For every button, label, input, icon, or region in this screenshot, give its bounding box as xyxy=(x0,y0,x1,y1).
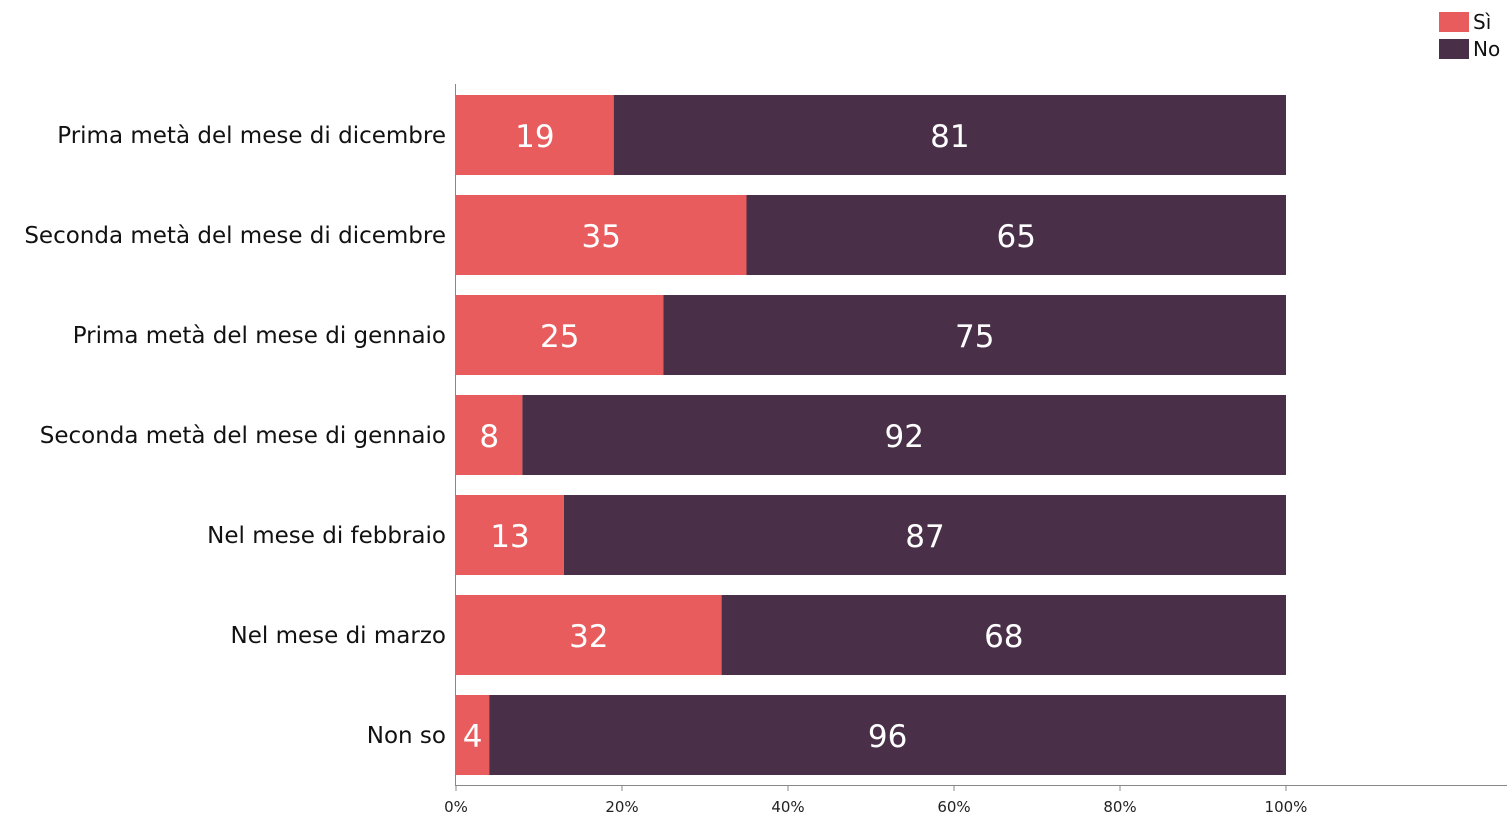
bar-value-label: 96 xyxy=(868,719,907,755)
axes-group xyxy=(455,84,1507,786)
bar-value-label: 35 xyxy=(582,219,621,255)
x-tick-label: 60% xyxy=(937,798,970,816)
bar-segment-si xyxy=(456,695,490,775)
legend: Sì No xyxy=(1439,10,1500,61)
bar-segment-no xyxy=(721,595,1286,675)
bar-segment-no xyxy=(613,95,1286,175)
bar-segment-si xyxy=(456,395,523,475)
x-axis-ticks: 0% 20% 40% 60% 80% 100% xyxy=(444,785,1307,816)
bar-value-label: 4 xyxy=(463,719,483,755)
category-labels: Prima metà del mese di dicembre Seconda m… xyxy=(24,123,446,749)
bar-segment-no xyxy=(489,695,1286,775)
bar-segment-no xyxy=(746,195,1286,275)
bar-segment-si xyxy=(456,195,747,275)
bar-value-label: 75 xyxy=(955,319,994,355)
bar-segment-no xyxy=(663,295,1286,375)
x-tick-label: 80% xyxy=(1103,798,1136,816)
category-label: Non so xyxy=(367,723,446,749)
bar-segment-si xyxy=(456,495,564,575)
bar-value-label: 92 xyxy=(884,419,923,455)
bar-value-label: 19 xyxy=(515,119,554,155)
x-tick-label: 20% xyxy=(605,798,638,816)
x-tick-label: 40% xyxy=(771,798,804,816)
legend-swatch xyxy=(1439,12,1469,32)
bar-value-label: 13 xyxy=(490,519,529,555)
x-tick-label: 100% xyxy=(1265,798,1308,816)
bar-value-label: 25 xyxy=(540,319,579,355)
category-label: Nel mese di febbraio xyxy=(207,523,446,549)
bar-value-label: 81 xyxy=(930,119,969,155)
bars-group: 19 81 35 65 25 75 8 92 13 87 32 68 4 96 xyxy=(456,95,1286,775)
bar-value-label: 8 xyxy=(479,419,499,455)
bar-segment-no xyxy=(563,495,1286,575)
category-label: Prima metà del mese di dicembre xyxy=(57,123,446,149)
bar-value-label: 65 xyxy=(997,219,1036,255)
bar-value-label: 32 xyxy=(569,619,608,655)
bar-value-label: 87 xyxy=(905,519,944,555)
category-label: Prima metà del mese di gennaio xyxy=(73,323,446,349)
x-tick-label: 0% xyxy=(444,798,468,816)
legend-label: No xyxy=(1473,37,1500,61)
bar-segment-no xyxy=(522,395,1286,475)
bar-segment-si xyxy=(456,595,722,675)
bar-segment-si xyxy=(456,95,614,175)
legend-label: Sì xyxy=(1473,10,1491,34)
category-label: Nel mese di marzo xyxy=(231,623,446,649)
category-label: Seconda metà del mese di dicembre xyxy=(24,223,446,249)
bar-segment-si xyxy=(456,295,664,375)
category-label: Seconda metà del mese di gennaio xyxy=(40,423,446,449)
legend-swatch xyxy=(1439,39,1469,59)
bar-value-label: 68 xyxy=(984,619,1023,655)
